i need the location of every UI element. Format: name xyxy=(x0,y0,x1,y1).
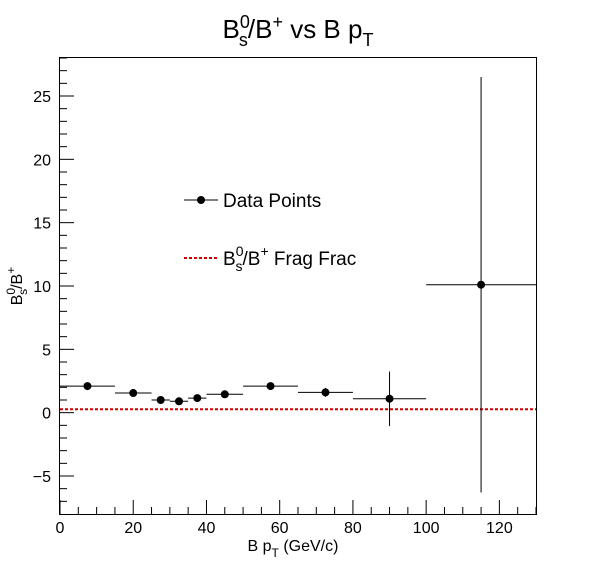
x-axis-label: B pT (GeV/c) xyxy=(248,538,339,560)
y-tick-label: 0 xyxy=(42,406,51,423)
data-point xyxy=(220,390,229,399)
legend-label-frag: B0 s/B+ Frag Frac xyxy=(223,243,356,274)
data-point xyxy=(83,382,92,391)
y-tick-label: 25 xyxy=(33,89,51,106)
x-tick-label: 120 xyxy=(486,520,513,537)
y-tick-label: 15 xyxy=(33,216,51,233)
x-tick-label: 100 xyxy=(413,520,440,537)
y-tick-label: 10 xyxy=(33,279,51,296)
legend-label-data: Data Points xyxy=(223,191,321,212)
data-points-group xyxy=(60,77,536,493)
legend-marker-data xyxy=(197,196,205,204)
chart-title: B0 s/B+ vs B pT xyxy=(223,12,374,50)
y-axis-label: B0s/B+ xyxy=(4,267,30,306)
x-tick-label: 40 xyxy=(198,520,216,537)
x-tick-label: 20 xyxy=(124,520,142,537)
legend: Data Points B0 s/B+ Frag Frac xyxy=(184,191,356,274)
plot-frame xyxy=(59,57,537,515)
data-point xyxy=(193,394,202,403)
data-point xyxy=(385,394,394,403)
data-point xyxy=(477,280,486,289)
data-point xyxy=(321,388,330,397)
y-tick-label: −5 xyxy=(33,469,51,486)
x-tick-label: 80 xyxy=(344,520,362,537)
data-point xyxy=(175,397,183,406)
data-point xyxy=(129,389,138,398)
y-tick-label: 20 xyxy=(33,152,51,169)
x-tick-label: 60 xyxy=(271,520,289,537)
y-tick-label: 5 xyxy=(42,342,51,359)
data-point xyxy=(156,396,165,404)
x-tick-label: 0 xyxy=(56,520,65,537)
y-axis: −5 0 5 10 15 20 25 xyxy=(33,57,74,502)
x-axis: 0 20 40 60 80 100 120 xyxy=(56,500,537,537)
data-point xyxy=(266,382,275,391)
